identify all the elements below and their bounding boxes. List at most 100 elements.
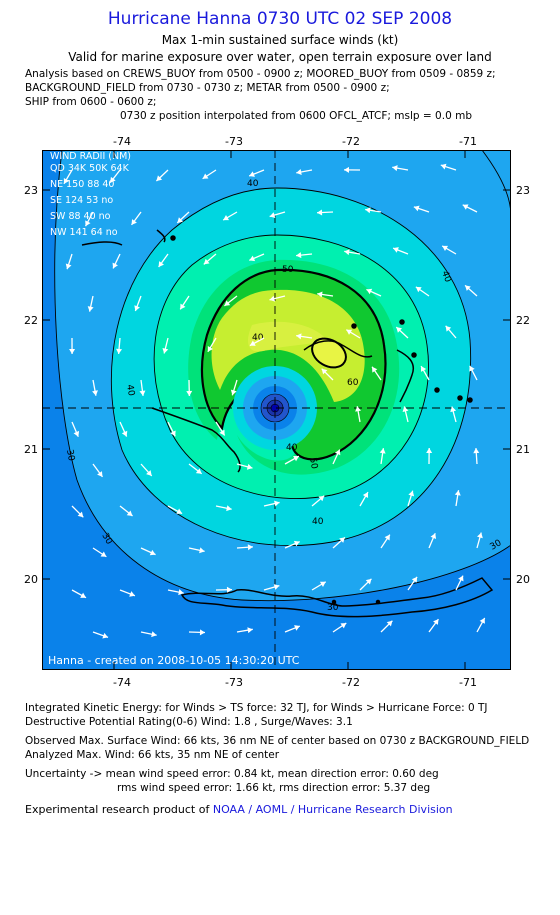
wind-arrow-head xyxy=(413,205,420,212)
position-note: 0730 z position interpolated from 0600 O… xyxy=(120,110,472,122)
wind-arrow-head xyxy=(73,430,80,437)
land-outlines xyxy=(81,229,494,618)
wind-arrow-head xyxy=(269,212,276,218)
wind-arrow-head xyxy=(63,177,70,184)
wind-arrow-head xyxy=(97,471,103,477)
wind-arrow-head xyxy=(469,365,475,372)
wind-radii-table: WIND RADII (NM) QD 34K 50K 64K NE 150 88… xyxy=(50,151,131,238)
contour-label: 40 xyxy=(312,517,324,527)
wind-arrow-head xyxy=(219,429,225,436)
wind-arrow-head xyxy=(249,171,255,177)
wind-arrow-head xyxy=(110,176,116,183)
wind-arrow-head xyxy=(344,166,350,173)
wind-arrow-head xyxy=(396,327,402,333)
wind-arrow-head xyxy=(87,306,94,312)
wind-arrow-head xyxy=(293,455,299,462)
wind-arrow-head xyxy=(319,581,326,587)
wind-arrow-head xyxy=(402,406,409,412)
contour-label: 50 xyxy=(307,457,319,470)
contour-label: 30 xyxy=(327,603,339,613)
wind-arrow-head xyxy=(274,500,280,507)
wind-arrow-head xyxy=(180,303,186,310)
wind-arrow-head xyxy=(433,619,439,625)
wind-arrow-head xyxy=(296,333,302,340)
wind-arrow-head xyxy=(408,490,415,497)
lon-label-bottom-74: -74 xyxy=(113,676,131,689)
wind-arrow-head xyxy=(346,329,353,335)
wind-arrow-head xyxy=(479,617,485,624)
lon-label-top-72: -72 xyxy=(342,135,360,148)
wind-radii-title: WIND RADII (NM) xyxy=(50,151,131,162)
wind-arrow-head xyxy=(393,247,399,253)
wind-radii-row: NE 150 88 40 xyxy=(50,179,114,190)
wind-arrow-head xyxy=(178,589,184,596)
lat-label-left-22: 22 xyxy=(24,314,38,327)
wind-arrow-head xyxy=(156,175,163,182)
wind-arrow-head xyxy=(176,508,183,514)
subtitle-exposure: Valid for marine exposure over water, op… xyxy=(68,50,492,64)
lon-label-top-71: -71 xyxy=(459,135,477,148)
wind-arrow-head xyxy=(450,406,457,413)
wind-arrow-head xyxy=(365,578,372,585)
wind-arrow-head xyxy=(116,348,123,354)
wind-arrow-head xyxy=(392,165,398,172)
wind-arrow-head xyxy=(339,537,345,543)
wind-arrow-head xyxy=(294,625,300,631)
wind-arrow-head xyxy=(415,286,422,293)
wind-arrow-head xyxy=(386,620,393,627)
lat-label-right-23: 23 xyxy=(516,184,530,197)
wind-arrow-head xyxy=(121,430,128,437)
wind-arrow-head xyxy=(462,204,469,210)
wind-arrow-head xyxy=(247,627,253,634)
lat-label-right-21: 21 xyxy=(516,443,530,456)
wind-arrow-head xyxy=(465,285,471,291)
contour-label: 30 xyxy=(64,449,76,462)
wind-arrow-head xyxy=(454,490,461,496)
contour-label: 50 xyxy=(282,265,294,275)
wind-arrow-head xyxy=(158,261,164,267)
wind-arrow-head xyxy=(372,366,378,373)
lat-label-left-21: 21 xyxy=(24,443,38,456)
wind-arrow-head xyxy=(379,448,386,454)
wind-arrow-head xyxy=(100,551,107,557)
product-prefix: Experimental research product of xyxy=(25,803,213,816)
wind-arrow-head xyxy=(230,389,237,396)
wind-arrow-head xyxy=(317,209,323,216)
lon-label-top-73: -73 xyxy=(225,135,243,148)
wind-field-map: 40 50 60 40 40 50 40 40 30 30 30 40 30 W… xyxy=(42,150,511,670)
lat-label-left-20: 20 xyxy=(24,573,38,586)
storm-core xyxy=(233,366,317,450)
wind-arrow-head xyxy=(273,584,280,590)
wind-arrow-head xyxy=(293,540,300,547)
wind-arrow-head xyxy=(362,492,369,498)
wind-arrow-head xyxy=(384,534,390,541)
uncertainty-rms: rms wind speed error: 1.66 kt, rms direc… xyxy=(117,782,431,794)
wind-arrow-head xyxy=(203,258,210,265)
analyzed-max-wind: Analyzed Max. Wind: 66 kts, 35 nm NE of … xyxy=(25,749,280,761)
wind-arrow-head xyxy=(199,629,205,636)
wind-arrow-head xyxy=(112,262,118,269)
contour-label: 40 xyxy=(286,443,298,453)
contour-label: 40 xyxy=(247,179,259,189)
wind-arrow-head xyxy=(65,263,72,270)
hrd-link[interactable]: NOAA / AOML / Hurricane Research Divisio… xyxy=(212,803,453,816)
wind-radii-row: NW 141 64 no xyxy=(50,227,118,238)
wind-arrow-head xyxy=(249,340,256,346)
wind-arrow-head xyxy=(249,255,256,262)
wind-arrow-head xyxy=(202,173,209,179)
wind-arrow-head xyxy=(80,592,87,598)
lat-label-left-23: 23 xyxy=(24,184,38,197)
wind-arrow-head xyxy=(366,288,373,295)
contour-label: 40 xyxy=(252,333,264,343)
map-credit: Hanna - created on 2008-10-05 14:30:20 U… xyxy=(48,654,300,667)
wind-arrow-head xyxy=(317,291,323,298)
wind-arrow-head xyxy=(426,448,433,454)
wind-arrow-head xyxy=(69,348,76,354)
lat-label-right-20: 20 xyxy=(516,573,530,586)
subtitle-wind-type: Max 1-min sustained surface winds (kt) xyxy=(161,33,399,47)
wind-arrow-head xyxy=(226,505,232,512)
wind-vector-arrows xyxy=(63,163,486,639)
wind-radii-row: SW 88 40 no xyxy=(50,211,111,222)
wind-arrow-head xyxy=(170,430,176,437)
analysis-line-3: SHIP from 0600 - 0600 z; xyxy=(25,96,157,108)
